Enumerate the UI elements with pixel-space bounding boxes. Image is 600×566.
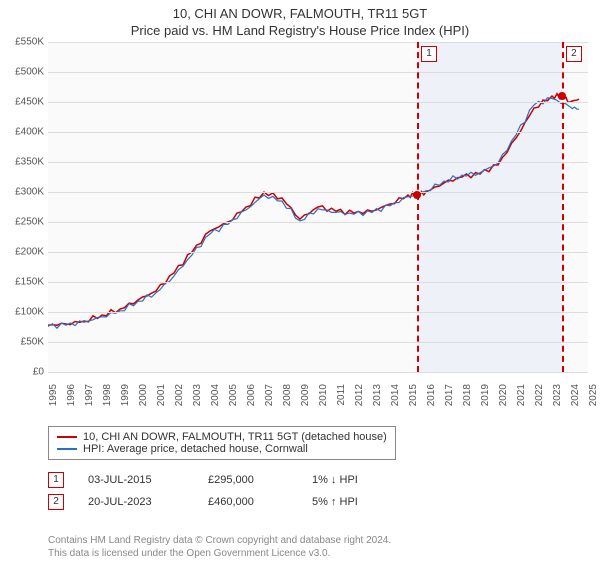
y-tick-label: £500K xyxy=(15,67,44,78)
sale-price: £460,000 xyxy=(208,496,288,508)
gridline xyxy=(48,162,588,163)
x-tick-label: 1999 xyxy=(120,384,131,406)
legend-label: HPI: Average price, detached house, Corn… xyxy=(83,443,308,455)
x-tick-label: 2023 xyxy=(552,384,563,406)
x-tick-label: 1998 xyxy=(102,384,113,406)
gridline xyxy=(48,342,588,343)
y-tick-label: £100K xyxy=(15,307,44,318)
x-tick-label: 2004 xyxy=(210,384,221,406)
y-tick-label: £50K xyxy=(21,337,44,348)
line-series-svg xyxy=(48,42,588,372)
x-tick-label: 2005 xyxy=(228,384,239,406)
footer-line: Contains HM Land Registry data © Crown c… xyxy=(48,534,391,547)
y-tick-label: £450K xyxy=(15,97,44,108)
series-property xyxy=(48,94,579,326)
legend-swatch xyxy=(57,448,77,450)
sale-row-marker: 1 xyxy=(48,472,64,488)
chart-title: 10, CHI AN DOWR, FALMOUTH, TR11 5GT xyxy=(0,6,600,21)
sale-diff: 5% ↑ HPI xyxy=(312,496,402,508)
gridline xyxy=(48,372,588,373)
chart-subtitle: Price paid vs. HM Land Registry's House … xyxy=(0,23,600,38)
x-tick-label: 2000 xyxy=(138,384,149,406)
footer-line: This data is licensed under the Open Gov… xyxy=(48,547,391,560)
x-tick-label: 2012 xyxy=(354,384,365,406)
sale-date: 20-JUL-2023 xyxy=(88,496,184,508)
x-tick-label: 2002 xyxy=(174,384,185,406)
x-tick-label: 2001 xyxy=(156,384,167,406)
legend-item-property: 10, CHI AN DOWR, FALMOUTH, TR11 5GT (det… xyxy=(57,431,387,443)
x-tick-label: 1995 xyxy=(48,384,59,406)
legend: 10, CHI AN DOWR, FALMOUTH, TR11 5GT (det… xyxy=(48,426,396,460)
sale-row: 1 03-JUL-2015 £295,000 1% ↓ HPI xyxy=(48,472,402,488)
sale-marker-box: 1 xyxy=(421,46,437,62)
x-tick-label: 2015 xyxy=(408,384,419,406)
legend-item-hpi: HPI: Average price, detached house, Corn… xyxy=(57,443,387,455)
sale-row-marker: 2 xyxy=(48,494,64,510)
x-tick-label: 2003 xyxy=(192,384,203,406)
gridline xyxy=(48,252,588,253)
x-tick-label: 2014 xyxy=(390,384,401,406)
sales-table: 1 03-JUL-2015 £295,000 1% ↓ HPI 2 20-JUL-2023… xyxy=(48,472,402,516)
chart-container: 10, CHI AN DOWR, FALMOUTH, TR11 5GT Pric… xyxy=(0,6,600,566)
gridline xyxy=(48,72,588,73)
plot-area: 12 xyxy=(48,42,588,372)
y-tick-label: £550K xyxy=(15,37,44,48)
x-tick-label: 2016 xyxy=(426,384,437,406)
sale-marker-box: 2 xyxy=(566,46,582,62)
x-tick-label: 2011 xyxy=(336,384,347,406)
x-tick-label: 2025 xyxy=(588,384,599,406)
y-axis: £0£50K£100K£150K£200K£250K£300K£350K£400… xyxy=(0,42,48,372)
x-tick-label: 2021 xyxy=(516,384,527,406)
x-tick-label: 2024 xyxy=(570,384,581,406)
x-tick-label: 2017 xyxy=(444,384,455,406)
gridline xyxy=(48,312,588,313)
y-tick-label: £350K xyxy=(15,157,44,168)
x-tick-label: 1997 xyxy=(84,384,95,406)
x-tick-label: 2010 xyxy=(318,384,329,406)
sale-diff: 1% ↓ HPI xyxy=(312,474,402,486)
x-tick-label: 2007 xyxy=(264,384,275,406)
x-axis: 1995 1996 1997 1998 1999 2000 2001 2002 2003 2004… xyxy=(48,382,588,422)
gridline xyxy=(48,192,588,193)
x-tick-label: 2019 xyxy=(480,384,491,406)
x-tick-label: 2022 xyxy=(534,384,545,406)
y-tick-label: £300K xyxy=(15,187,44,198)
sale-vline xyxy=(417,42,419,372)
y-tick-label: £400K xyxy=(15,127,44,138)
x-tick-label: 2013 xyxy=(372,384,383,406)
x-tick-label: 2009 xyxy=(300,384,311,406)
x-tick-label: 2020 xyxy=(498,384,509,406)
legend-swatch xyxy=(57,436,77,438)
sale-price: £295,000 xyxy=(208,474,288,486)
gridline xyxy=(48,42,588,43)
y-tick-label: £250K xyxy=(15,217,44,228)
gridline xyxy=(48,282,588,283)
x-tick-label: 2008 xyxy=(282,384,293,406)
x-tick-label: 2006 xyxy=(246,384,257,406)
chart-area: 12 £0£50K£100K£150K£200K£250K£300K£350K£… xyxy=(48,42,588,372)
sale-dot xyxy=(413,191,421,199)
y-tick-label: £150K xyxy=(15,277,44,288)
sale-dot xyxy=(558,92,566,100)
x-tick-label: 1996 xyxy=(66,384,77,406)
x-tick-label: 2018 xyxy=(462,384,473,406)
gridline xyxy=(48,102,588,103)
gridline xyxy=(48,132,588,133)
y-tick-label: £0 xyxy=(33,367,44,378)
sale-row: 2 20-JUL-2023 £460,000 5% ↑ HPI xyxy=(48,494,402,510)
footer: Contains HM Land Registry data © Crown c… xyxy=(48,534,391,560)
legend-label: 10, CHI AN DOWR, FALMOUTH, TR11 5GT (det… xyxy=(83,431,387,443)
sale-date: 03-JUL-2015 xyxy=(88,474,184,486)
y-tick-label: £200K xyxy=(15,247,44,258)
gridline xyxy=(48,222,588,223)
